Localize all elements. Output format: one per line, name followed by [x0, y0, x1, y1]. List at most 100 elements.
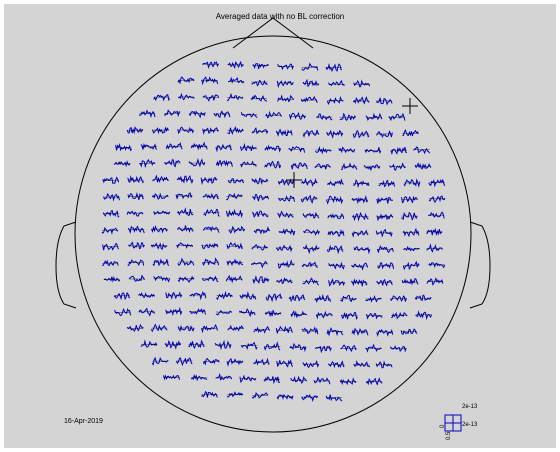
sensor-trace	[139, 109, 156, 119]
sensor-trace	[228, 225, 246, 234]
grid-scale-icon	[444, 414, 462, 432]
figure-date: 16-Apr-2019	[64, 418, 103, 425]
sensor-trace	[328, 278, 346, 287]
sensor-trace	[177, 324, 195, 333]
sensor-trace	[401, 211, 418, 221]
sensor-trace	[102, 243, 120, 251]
sensor-trace	[227, 324, 244, 332]
sensor-trace	[401, 195, 418, 204]
sensor-trace	[390, 146, 407, 155]
sensor-trace	[252, 63, 269, 70]
sensor-trace	[126, 125, 144, 135]
sensor-trace	[201, 390, 218, 398]
sensor-trace	[301, 177, 318, 188]
sensor-trace	[251, 210, 269, 218]
sensor-trace	[163, 109, 181, 118]
sensor-trace	[177, 275, 195, 283]
sensor-trace	[277, 210, 294, 219]
sensor-trace	[350, 278, 368, 287]
sensor-trace	[165, 291, 183, 300]
sensor-trace	[402, 129, 419, 137]
nose-shape	[232, 17, 314, 49]
sensor-trace	[375, 360, 393, 369]
sensor-trace	[152, 174, 169, 184]
sensor-trace	[391, 311, 408, 320]
sensor-trace	[289, 111, 306, 121]
scale-x-min-label: 0	[440, 424, 446, 428]
sensor-trace	[215, 159, 233, 167]
sensor-trace	[215, 372, 233, 381]
sensor-trace	[366, 312, 383, 320]
sensor-trace	[325, 394, 343, 402]
sensor-trace	[264, 310, 282, 318]
sensor-trace	[326, 244, 344, 255]
sensor-trace	[113, 160, 131, 168]
sensor-trace	[225, 274, 243, 284]
figure-title: Averaged data with no BL correction	[215, 12, 345, 21]
topoplot-canvas[interactable]: Averaged data with no BL correction 16-A…	[4, 4, 556, 448]
sensor-trace	[365, 112, 383, 121]
sensor-trace	[338, 146, 356, 154]
sensor-trace	[126, 323, 144, 332]
sensor-trace	[202, 257, 220, 267]
sensor-trace	[213, 110, 231, 119]
sensor-trace	[177, 76, 195, 85]
sensor-trace	[151, 192, 169, 200]
sensor-trace	[376, 244, 394, 254]
sensor-trace	[253, 226, 270, 235]
sensor-trace	[264, 160, 282, 169]
sensor-trace	[126, 210, 144, 217]
sensor-trace	[176, 175, 194, 184]
sensor-trace	[138, 307, 156, 317]
sensor-trace	[351, 229, 369, 238]
sensor-trace	[401, 277, 419, 286]
sensor-trace	[275, 325, 293, 334]
sensor-trace	[376, 278, 393, 287]
sensor-trace	[388, 112, 406, 122]
sensor-trace	[102, 176, 120, 184]
sensor-trace	[252, 194, 269, 202]
sensor-trace	[250, 260, 268, 269]
sensor-trace	[314, 163, 331, 170]
sensor-trace	[353, 359, 371, 368]
sensor-trace	[189, 308, 206, 315]
sensor-trace	[426, 227, 443, 237]
sensor-trace	[278, 228, 296, 237]
sensor-trace	[351, 195, 369, 205]
sensor-trace	[201, 275, 219, 283]
sensor-trace	[227, 60, 244, 69]
sensor-trace	[278, 195, 295, 202]
sensor-trace	[150, 323, 168, 333]
sensor-trace	[276, 393, 294, 400]
sensor-trace	[227, 76, 245, 84]
sensor-trace	[328, 360, 345, 369]
sensor-trace	[376, 197, 393, 204]
sensor-trace	[163, 159, 181, 168]
sensor-trace	[226, 241, 244, 250]
sensor-trace	[102, 259, 119, 267]
sensor-trace	[190, 373, 208, 382]
sensor-trace	[376, 130, 393, 138]
sensor-trace	[188, 157, 206, 168]
sensor-trace	[264, 144, 282, 153]
sensor-trace	[326, 129, 344, 139]
right-ear	[469, 221, 491, 309]
crosshair-icon	[402, 98, 418, 114]
sensor-trace	[152, 258, 170, 267]
sensor-trace	[253, 325, 271, 334]
sensor-trace	[139, 158, 156, 169]
sensor-trace	[202, 192, 219, 200]
sensor-trace	[275, 128, 293, 138]
sensor-trace	[226, 192, 243, 201]
sensor-trace	[413, 146, 431, 155]
sensor-trace	[239, 374, 257, 384]
sensor-trace	[403, 178, 421, 188]
sensor-trace	[277, 259, 295, 269]
sensor-trace	[103, 276, 121, 283]
sensor-trace	[140, 339, 158, 348]
sensor-trace	[414, 294, 432, 302]
sensor-trace	[364, 147, 382, 154]
sensor-trace	[301, 393, 319, 403]
sensor-trace	[351, 327, 369, 337]
sensor-trace	[290, 375, 308, 384]
